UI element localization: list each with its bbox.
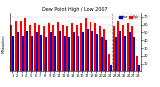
Bar [136, 56, 138, 71]
Bar [82, 32, 84, 71]
Bar [40, 35, 42, 71]
Bar [24, 19, 26, 71]
Bar [43, 26, 45, 71]
Bar [78, 36, 80, 71]
Bar [124, 36, 126, 71]
Bar [22, 36, 24, 71]
Bar [76, 25, 78, 71]
Bar [15, 21, 17, 71]
Bar [101, 37, 103, 71]
Bar [104, 29, 105, 71]
Bar [10, 25, 12, 71]
Bar [45, 37, 47, 71]
Bar [64, 36, 66, 71]
Text: Milwaukee: Milwaukee [2, 34, 6, 53]
Bar [90, 22, 92, 71]
Bar [17, 32, 19, 71]
Bar [87, 29, 89, 71]
Bar [34, 23, 36, 71]
Bar [119, 31, 121, 71]
Bar [12, 36, 14, 71]
Bar [96, 34, 98, 71]
Bar [20, 21, 22, 71]
Bar [115, 37, 117, 71]
Bar [110, 65, 112, 71]
Bar [50, 32, 52, 71]
Bar [59, 31, 61, 71]
Bar [57, 22, 59, 71]
Bar [127, 23, 129, 71]
Bar [71, 23, 73, 71]
Bar [131, 26, 133, 71]
Bar [85, 19, 87, 71]
Bar [73, 32, 75, 71]
Title: Dew Point High / Low 2007: Dew Point High / Low 2007 [42, 7, 108, 12]
Bar [54, 36, 56, 71]
Bar [68, 37, 70, 71]
Bar [62, 25, 64, 71]
Bar [133, 37, 135, 71]
Bar [29, 25, 31, 71]
Bar [52, 25, 54, 71]
Bar [108, 54, 110, 71]
Bar [26, 31, 28, 71]
Bar [117, 21, 119, 71]
Bar [105, 40, 107, 71]
Bar [138, 65, 140, 71]
Bar [36, 32, 38, 71]
Bar [48, 23, 50, 71]
Bar [94, 23, 96, 71]
Bar [31, 36, 33, 71]
Bar [122, 25, 124, 71]
Bar [38, 25, 40, 71]
Legend: Low, High: Low, High [119, 14, 139, 20]
Bar [66, 26, 68, 71]
Bar [92, 31, 93, 71]
Bar [80, 23, 82, 71]
Bar [99, 26, 101, 71]
Bar [113, 26, 115, 71]
Bar [129, 32, 131, 71]
